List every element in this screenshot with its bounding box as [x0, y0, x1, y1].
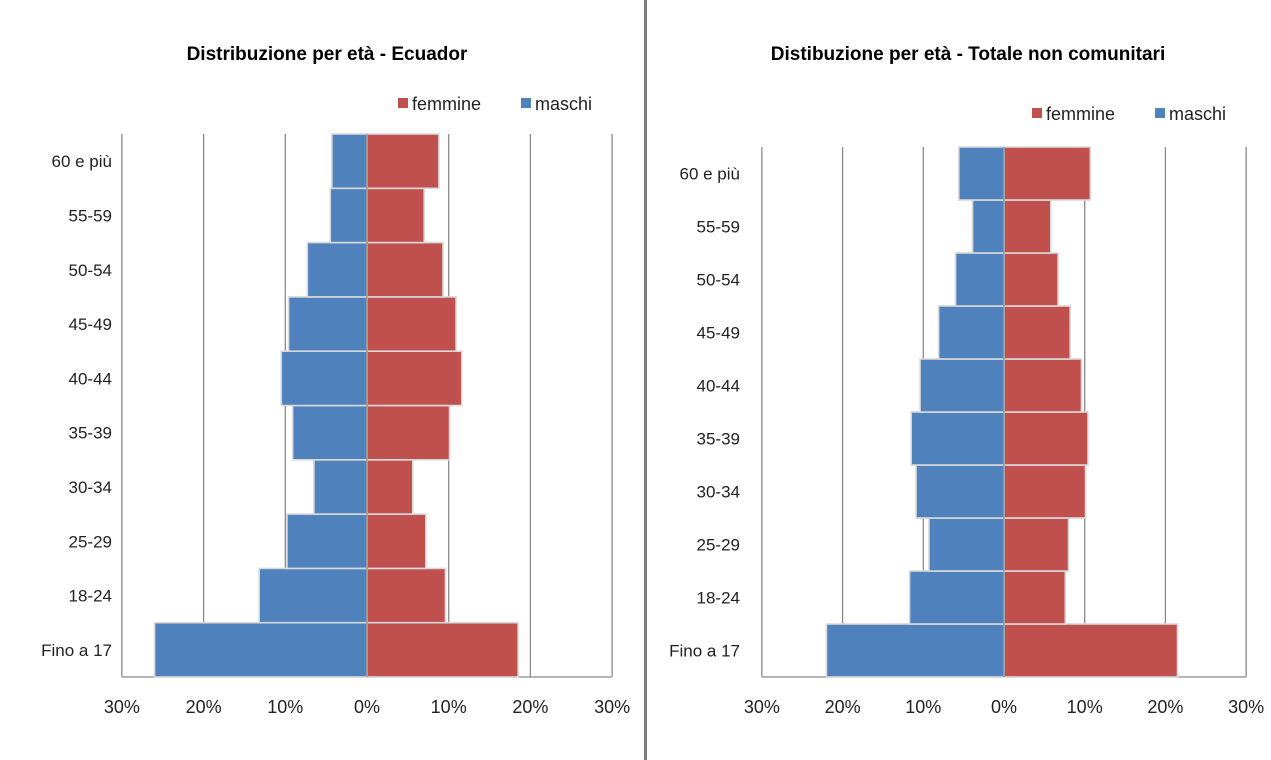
category-label: 60 e più	[680, 165, 741, 184]
chart-title: Distribuzione per età - Ecuador	[187, 44, 468, 65]
category-label: 35-39	[69, 424, 112, 443]
bar-femmine-5	[1003, 358, 1083, 413]
category-label: 18-24	[69, 587, 112, 606]
category-label: 50-54	[69, 261, 112, 280]
chart-panel-ecuador: Distribuzione per età - Ecuador femmine …	[41, 0, 647, 760]
bar-maschi-0	[825, 623, 1005, 678]
category-label: 50-54	[697, 271, 740, 290]
legend-swatch-maschi	[1155, 108, 1165, 118]
chart-ecuador: Distribuzione per età - Ecuador femmine …	[41, 44, 630, 717]
x-tick-label: 10%	[905, 697, 941, 717]
bar-femmine-6	[366, 296, 457, 352]
bar-maschi-8	[971, 199, 1005, 254]
legend-label-maschi: maschi	[1169, 104, 1226, 124]
bar-femmine-9	[366, 133, 440, 190]
bar-maschi-7	[954, 252, 1005, 307]
bar-femmine-5	[366, 350, 463, 407]
bar-maschi-8	[329, 187, 368, 244]
bar-maschi-3	[915, 464, 1005, 519]
bar-femmine-9	[1003, 146, 1092, 201]
plot-area: Fino a 17 18-24 25-29 30-34 35-39 40-44 45-49 5…	[41, 133, 630, 717]
bar-maschi-0	[153, 621, 368, 678]
bar-femmine-4	[1003, 411, 1089, 466]
bar-maschi-9	[958, 146, 1005, 201]
legend-swatch-femmine	[398, 98, 408, 108]
chart-panel-totale: Distibuzione per età - Totale non comuni…	[650, 0, 1271, 760]
x-tick-label: 0%	[354, 697, 380, 717]
bar-maschi-1	[908, 570, 1005, 625]
bar-maschi-4	[910, 411, 1005, 466]
x-tick-label: 30%	[1228, 697, 1264, 717]
category-label: 30-34	[697, 483, 740, 502]
bar-maschi-6	[287, 296, 368, 352]
legend-label-femmine: femmine	[412, 94, 481, 114]
legend-label-femmine: femmine	[1046, 104, 1115, 124]
category-label: 45-49	[69, 315, 112, 334]
bar-femmine-3	[1003, 464, 1087, 519]
x-tick-label: 30%	[744, 697, 780, 717]
category-label: 35-39	[697, 430, 740, 449]
bar-maschi-6	[937, 305, 1005, 360]
legend: femmine maschi	[398, 94, 592, 114]
legend: femmine maschi	[1032, 104, 1226, 124]
x-tick-label: 20%	[825, 697, 861, 717]
legend-swatch-femmine	[1032, 108, 1042, 118]
category-label: 25-29	[697, 536, 740, 555]
bar-maschi-2	[286, 513, 368, 570]
bar-femmine-2	[1003, 517, 1070, 572]
x-tick-label: 10%	[267, 697, 303, 717]
bar-femmine-8	[1003, 199, 1052, 254]
bar-maschi-1	[258, 567, 368, 624]
bar-femmine-8	[366, 187, 425, 244]
x-tick-label: 20%	[186, 697, 222, 717]
bar-femmine-7	[1003, 252, 1059, 307]
category-label: 30-34	[69, 478, 112, 497]
bar-maschi-4	[291, 404, 368, 461]
plot-area: Fino a 17 18-24 25-29 30-34 35-39 40-44 45-49 5…	[669, 146, 1264, 717]
x-tick-label: 30%	[594, 697, 630, 717]
bar-maschi-7	[306, 241, 368, 298]
bar-femmine-0	[366, 621, 519, 678]
category-label: 25-29	[69, 532, 112, 551]
bar-femmine-3	[366, 458, 414, 515]
category-label: Fino a 17	[41, 641, 112, 660]
bar-femmine-6	[1003, 305, 1071, 360]
legend-label-maschi: maschi	[535, 94, 592, 114]
legend-swatch-maschi	[521, 98, 531, 108]
bar-femmine-7	[366, 241, 444, 298]
x-tick-label: 10%	[431, 697, 467, 717]
x-tick-label: 30%	[104, 697, 140, 717]
category-label: 60 e più	[52, 152, 113, 171]
x-tick-label: 10%	[1067, 697, 1103, 717]
bar-maschi-3	[313, 458, 368, 515]
category-label: Fino a 17	[669, 642, 740, 661]
category-label: 18-24	[697, 589, 740, 608]
category-label: 45-49	[697, 324, 740, 343]
bar-femmine-2	[366, 513, 427, 570]
bar-femmine-0	[1003, 623, 1179, 678]
bar-maschi-5	[280, 350, 368, 407]
bar-femmine-4	[366, 404, 451, 461]
bar-femmine-1	[366, 567, 447, 624]
bar-maschi-2	[928, 517, 1005, 572]
x-tick-label: 20%	[1147, 697, 1183, 717]
bar-maschi-5	[919, 358, 1005, 413]
category-label: 55-59	[69, 206, 112, 225]
category-label: 40-44	[697, 377, 740, 396]
x-tick-label: 20%	[512, 697, 548, 717]
x-tick-label: 0%	[991, 697, 1017, 717]
chart-totale-non-comunitari: Distibuzione per età - Totale non comuni…	[669, 44, 1264, 717]
bar-maschi-9	[331, 133, 368, 190]
chart-title: Distibuzione per età - Totale non comuni…	[771, 44, 1165, 65]
category-label: 55-59	[697, 218, 740, 237]
category-label: 40-44	[69, 369, 112, 388]
bar-femmine-1	[1003, 570, 1067, 625]
